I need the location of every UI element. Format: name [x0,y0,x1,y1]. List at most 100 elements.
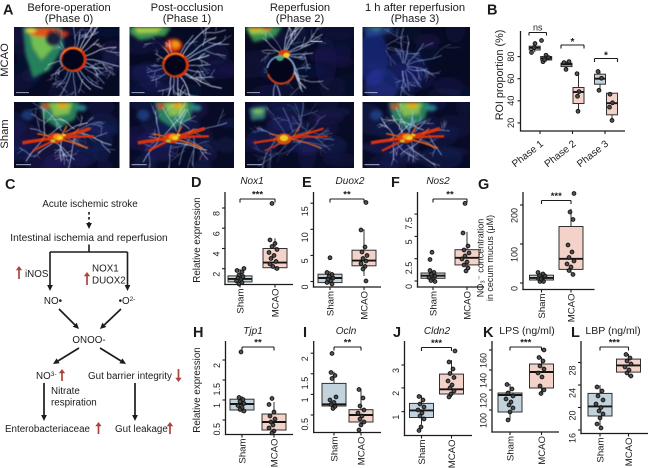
svg-text:A: A [3,3,14,19]
svg-text:(Phase 0): (Phase 0) [45,13,94,25]
svg-text:Gut leakage: Gut leakage [115,424,168,435]
svg-text:5: 5 [300,258,310,263]
svg-text:G: G [478,177,489,193]
svg-text:NO•: NO• [44,296,63,307]
svg-text:E: E [302,175,312,191]
svg-text:3: 3 [391,368,401,373]
svg-text:20: 20 [506,118,516,128]
svg-text:(Phase 3): (Phase 3) [391,13,440,25]
svg-text:Sham: Sham [596,437,607,462]
svg-text:D: D [191,175,201,191]
svg-text:Before-operation: Before-operation [27,2,110,14]
svg-text:J: J [393,325,401,341]
svg-text:0: 0 [510,286,520,291]
svg-text:0: 0 [404,284,414,289]
svg-text:LPS (ng/ml): LPS (ng/ml) [499,325,554,337]
svg-text:DUOX2: DUOX2 [92,276,126,287]
svg-text:Sham: Sham [238,438,249,463]
svg-text:Sham: Sham [326,291,337,316]
svg-text:Sham: Sham [0,119,11,148]
svg-text:F: F [391,175,400,191]
svg-text:MCAO: MCAO [624,438,635,467]
svg-text:in cecum mucus (μM): in cecum mucus (μM) [485,215,495,301]
svg-text:Sham: Sham [429,291,440,316]
svg-text:C: C [5,177,16,193]
svg-text:(Phase 1): (Phase 1) [163,13,212,25]
svg-text:**: ** [343,190,351,201]
svg-text:***: *** [252,190,263,201]
svg-text:1.5: 1.5 [212,383,222,396]
svg-text:2: 2 [300,356,310,361]
svg-text:ns: ns [533,23,543,33]
svg-text:L: L [571,325,580,341]
svg-text:MCAO: MCAO [463,291,474,320]
svg-text:10: 10 [300,232,310,242]
svg-text:1 h after reperfusion: 1 h after reperfusion [365,2,465,14]
svg-text:***: *** [609,338,620,349]
svg-text:Ocln: Ocln [336,326,357,337]
svg-text:16: 16 [568,433,578,443]
svg-text:Sham: Sham [417,439,428,464]
svg-text:100: 100 [510,247,520,262]
svg-text:B: B [487,3,497,19]
svg-text:**: ** [254,338,262,349]
svg-text:Cldn2: Cldn2 [424,326,451,337]
svg-text:***: *** [520,338,531,349]
svg-text:1: 1 [391,415,401,420]
svg-text:40: 40 [506,96,516,106]
svg-text:MCAO: MCAO [447,440,458,468]
svg-text:Sham: Sham [506,436,517,461]
svg-text:iNOS: iNOS [25,269,49,280]
svg-text:Acute ischemic stroke: Acute ischemic stroke [42,199,138,210]
svg-text:NO₃⁻ concentration: NO₃⁻ concentration [476,219,486,297]
svg-text:Nox1: Nox1 [240,176,263,187]
svg-text:MCAO: MCAO [0,43,11,77]
svg-text:24: 24 [568,388,578,398]
svg-text:4: 4 [212,252,222,257]
svg-text:200: 200 [510,208,520,223]
svg-text:Relative expression: Relative expression [192,197,203,283]
svg-text:***: *** [431,338,442,349]
svg-text:2.5: 2.5 [404,262,414,275]
svg-text:MCAO: MCAO [270,439,281,468]
svg-text:20: 20 [568,411,578,421]
svg-text:120: 120 [479,393,489,408]
svg-text:6: 6 [212,231,222,236]
svg-text:**: ** [344,338,352,349]
svg-text:ROI proportion (%): ROI proportion (%) [494,30,506,121]
svg-text:I: I [303,325,307,341]
svg-text:5: 5 [404,239,414,244]
svg-text:100: 100 [479,413,489,428]
svg-text:1.5: 1.5 [300,377,310,390]
svg-text:Enterobacteriaceae: Enterobacteriaceae [5,424,91,435]
svg-text:15: 15 [300,206,310,216]
svg-text:Sham: Sham [330,436,341,461]
svg-text:Post-occlusion: Post-occlusion [151,2,224,14]
svg-text:*: * [571,37,575,48]
svg-text:***: *** [551,191,562,202]
svg-text:MCAO: MCAO [567,294,578,323]
svg-text:0.5: 0.5 [300,418,310,431]
svg-text:7.5: 7.5 [404,217,414,230]
svg-text:K: K [483,325,494,341]
svg-text:1: 1 [212,403,222,408]
svg-text:0: 0 [300,285,310,290]
svg-text:MCAO: MCAO [271,289,282,318]
svg-text:(Phase 2): (Phase 2) [276,13,325,25]
svg-text:2: 2 [212,272,222,277]
svg-text:respiration: respiration [51,398,97,409]
svg-text:28: 28 [568,366,578,376]
svg-text:MCAO: MCAO [357,437,368,466]
svg-text:Relative expression: Relative expression [192,347,203,433]
svg-text:NOX1: NOX1 [92,264,119,275]
svg-text:MCAO: MCAO [360,291,371,320]
svg-text:0.5: 0.5 [212,423,222,436]
svg-text:•O2-: •O2- [119,296,136,307]
svg-text:Tjp1: Tjp1 [243,326,262,337]
svg-text:Nitrate: Nitrate [51,386,80,397]
svg-text:H: H [193,325,203,341]
svg-text:Gut barrier integrity: Gut barrier integrity [88,371,172,382]
svg-text:Duox2: Duox2 [336,176,365,187]
svg-text:**: ** [446,190,454,201]
svg-text:Nos2: Nos2 [426,176,450,187]
